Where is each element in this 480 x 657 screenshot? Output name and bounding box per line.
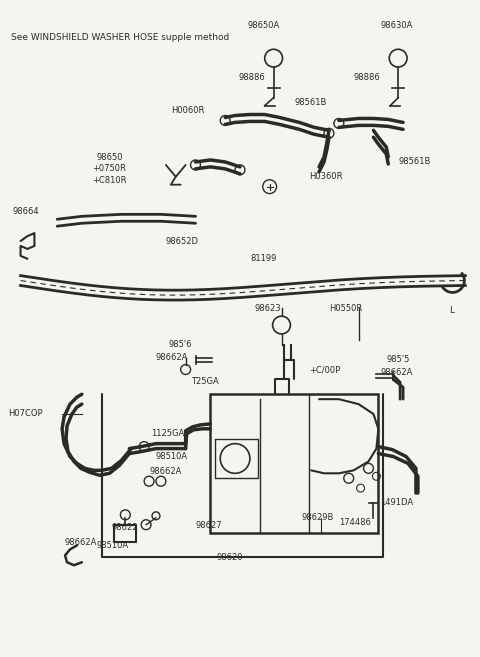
Text: 174486: 174486 — [339, 518, 371, 527]
Text: 98886: 98886 — [354, 74, 381, 82]
Text: 98510A: 98510A — [96, 541, 129, 550]
Text: 1491DA: 1491DA — [380, 499, 413, 507]
Text: +C810R: +C810R — [92, 176, 126, 185]
Text: 98662A: 98662A — [149, 467, 181, 476]
Text: 98662A: 98662A — [156, 353, 188, 362]
Text: 98561B: 98561B — [294, 98, 327, 107]
Text: 98662A: 98662A — [380, 368, 413, 377]
Text: H07COP: H07COP — [8, 409, 42, 419]
Text: 98623: 98623 — [255, 304, 281, 313]
Text: 98629B: 98629B — [301, 513, 334, 522]
Text: +0750R: +0750R — [92, 164, 126, 173]
Text: 98650A: 98650A — [248, 21, 280, 30]
Text: 985'5: 985'5 — [386, 355, 409, 364]
Text: 98510A: 98510A — [156, 452, 188, 461]
Text: 81199: 81199 — [250, 254, 276, 263]
Text: +C/00P: +C/00P — [309, 365, 340, 374]
Text: 98561B: 98561B — [398, 158, 431, 166]
Text: 98652D: 98652D — [166, 237, 199, 246]
Text: L: L — [450, 306, 455, 315]
Text: 98622: 98622 — [111, 523, 138, 532]
Text: 98627: 98627 — [195, 521, 222, 530]
Text: 98664: 98664 — [12, 207, 39, 216]
Text: 98886: 98886 — [238, 74, 265, 82]
Text: H0550R: H0550R — [329, 304, 362, 313]
Text: 98620: 98620 — [217, 553, 243, 562]
Text: 98650: 98650 — [96, 152, 123, 162]
Text: 98662A: 98662A — [64, 538, 96, 547]
Text: 1125GA: 1125GA — [151, 429, 184, 438]
Text: H0360R: H0360R — [309, 172, 343, 181]
Text: See WINDSHIELD WASHER HOSE supple method: See WINDSHIELD WASHER HOSE supple method — [11, 34, 229, 43]
Text: T25GA: T25GA — [191, 377, 218, 386]
Text: H0060R: H0060R — [171, 106, 204, 115]
Text: 98630A: 98630A — [380, 21, 413, 30]
Text: 985'6: 985'6 — [169, 340, 192, 350]
